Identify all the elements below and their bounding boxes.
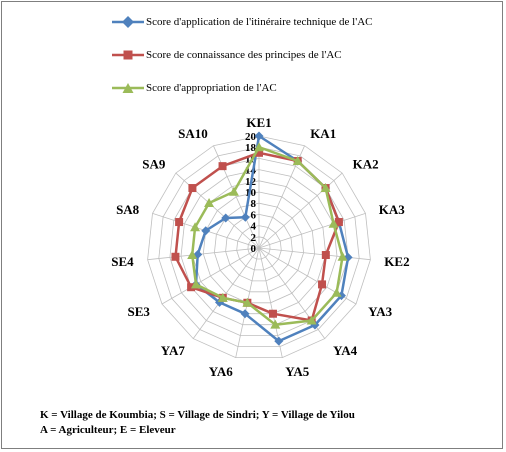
category-label: SA10 xyxy=(178,126,208,141)
radial-tick-label: 8 xyxy=(251,198,257,210)
radial-tick-label: 4 xyxy=(251,221,257,233)
data-point xyxy=(292,156,303,166)
radial-tick-label: 14 xyxy=(245,165,257,177)
data-point xyxy=(254,131,264,141)
data-point xyxy=(190,222,201,232)
radial-tick-label: 20 xyxy=(245,131,257,143)
category-label: SA9 xyxy=(142,157,166,172)
radial-tick-label: 0 xyxy=(251,243,257,255)
data-point xyxy=(270,319,281,329)
category-label: KA3 xyxy=(379,202,406,217)
grid-ring xyxy=(213,202,305,293)
data-point xyxy=(240,212,250,222)
grid-ring xyxy=(202,191,316,304)
data-point xyxy=(228,186,239,196)
series-line-3 xyxy=(190,145,344,326)
grid-spoke xyxy=(147,247,260,261)
data-point xyxy=(334,218,343,227)
grid-ring xyxy=(225,213,293,282)
data-point xyxy=(187,283,196,292)
data-point xyxy=(255,148,263,157)
category-label: KE1 xyxy=(246,115,271,130)
legend-marker-triangle xyxy=(112,83,144,93)
data-point xyxy=(188,184,197,193)
data-point xyxy=(193,249,203,259)
data-point xyxy=(320,183,331,193)
data-point xyxy=(306,315,317,325)
category-label: SE4 xyxy=(111,254,134,269)
legend-label: Score de connaissance des principes de l… xyxy=(146,49,342,61)
grid-spoke xyxy=(161,247,260,305)
data-point xyxy=(221,213,231,223)
category-label: SA8 xyxy=(116,202,140,217)
category-label: YA5 xyxy=(285,364,310,379)
category-label: KA2 xyxy=(353,157,379,172)
data-point xyxy=(337,251,348,261)
legend-label: Score d'appropriation de l'AC xyxy=(146,82,277,94)
grid-ring xyxy=(236,225,282,271)
radial-tick-label: 10 xyxy=(245,187,257,199)
data-point xyxy=(204,198,215,208)
data-point xyxy=(268,309,277,318)
data-point xyxy=(254,142,264,152)
data-point xyxy=(331,287,342,297)
category-label: YA4 xyxy=(333,343,358,358)
category-label: YA3 xyxy=(368,304,393,319)
radial-tick-label: 6 xyxy=(251,209,257,221)
category-label: KA1 xyxy=(310,126,336,141)
grid-ring xyxy=(147,135,371,359)
data-point xyxy=(175,218,184,227)
category-label: KE2 xyxy=(384,254,409,269)
category-label: YA7 xyxy=(161,343,186,358)
data-point xyxy=(318,280,327,289)
legend-marker-diamond xyxy=(112,16,144,28)
grid-spoke xyxy=(192,247,260,339)
data-point xyxy=(217,292,228,302)
data-point xyxy=(187,250,198,260)
data-point xyxy=(321,251,330,260)
data-point xyxy=(171,252,180,261)
grid-ring xyxy=(169,157,349,337)
category-label: SE3 xyxy=(127,304,150,319)
legend-label: Score d'application de l'itinéraire tech… xyxy=(146,16,373,28)
grid-ring xyxy=(158,146,360,348)
data-point xyxy=(190,279,201,289)
data-point xyxy=(242,297,253,307)
data-point xyxy=(201,226,211,236)
radial-tick-label: 18 xyxy=(245,142,257,154)
footnote: K = Village de Koumbia; S = Village de S… xyxy=(40,408,355,438)
series-line-2 xyxy=(174,151,341,322)
radial-tick-label: 2 xyxy=(251,232,257,244)
data-point xyxy=(218,162,227,171)
grid-ring xyxy=(247,236,271,260)
category-label: YA6 xyxy=(209,364,234,379)
footnote-line-roles: A = Agriculteur; E = Eleveur xyxy=(40,424,176,436)
data-point xyxy=(240,309,250,319)
footnote-line-villages: K = Village de Koumbia; S = Village de S… xyxy=(40,409,355,421)
data-point xyxy=(328,218,339,228)
grid-spoke xyxy=(258,213,366,249)
data-point xyxy=(274,336,284,346)
legend-marker-square xyxy=(112,50,144,60)
